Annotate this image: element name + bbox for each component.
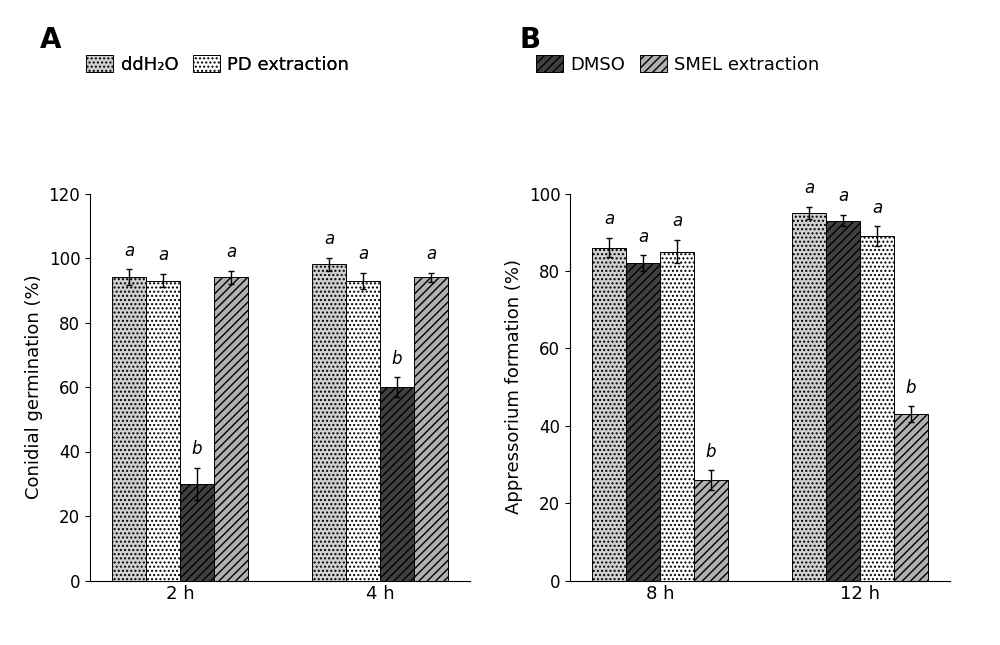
Bar <box>660 252 694 580</box>
Bar <box>380 387 414 580</box>
Text: b: b <box>906 379 916 397</box>
Y-axis label: Appressorium formation (%): Appressorium formation (%) <box>505 259 523 515</box>
Bar <box>860 236 894 580</box>
Bar <box>894 414 928 580</box>
Text: b: b <box>706 442 716 461</box>
Text: a: a <box>426 245 436 263</box>
Text: a: a <box>672 212 682 230</box>
Text: a: a <box>226 243 236 261</box>
Text: B: B <box>520 26 541 54</box>
Text: a: a <box>638 228 648 246</box>
Bar <box>592 248 626 580</box>
Bar <box>180 484 214 580</box>
Bar <box>414 277 448 580</box>
Bar <box>214 277 248 580</box>
Legend: DMSO, SMEL extraction: DMSO, SMEL extraction <box>529 48 827 81</box>
Text: b: b <box>392 350 402 368</box>
Text: a: a <box>872 199 882 217</box>
Text: a: a <box>604 210 614 228</box>
Text: a: a <box>358 245 368 263</box>
Bar <box>112 277 146 580</box>
Text: b: b <box>192 440 202 458</box>
Text: A: A <box>40 26 62 54</box>
Bar <box>346 281 380 580</box>
Bar <box>792 213 826 580</box>
Bar <box>146 281 180 580</box>
Y-axis label: Conidial germination (%): Conidial germination (%) <box>25 275 43 499</box>
Text: a: a <box>158 246 168 264</box>
Bar <box>312 264 346 580</box>
Text: a: a <box>838 187 848 205</box>
Bar <box>694 480 728 580</box>
Bar <box>626 263 660 580</box>
Legend: ddH₂O, PD extraction: ddH₂O, PD extraction <box>79 48 356 81</box>
Text: a: a <box>124 242 134 260</box>
Text: a: a <box>804 179 814 197</box>
Text: a: a <box>324 230 334 248</box>
Bar <box>826 221 860 580</box>
